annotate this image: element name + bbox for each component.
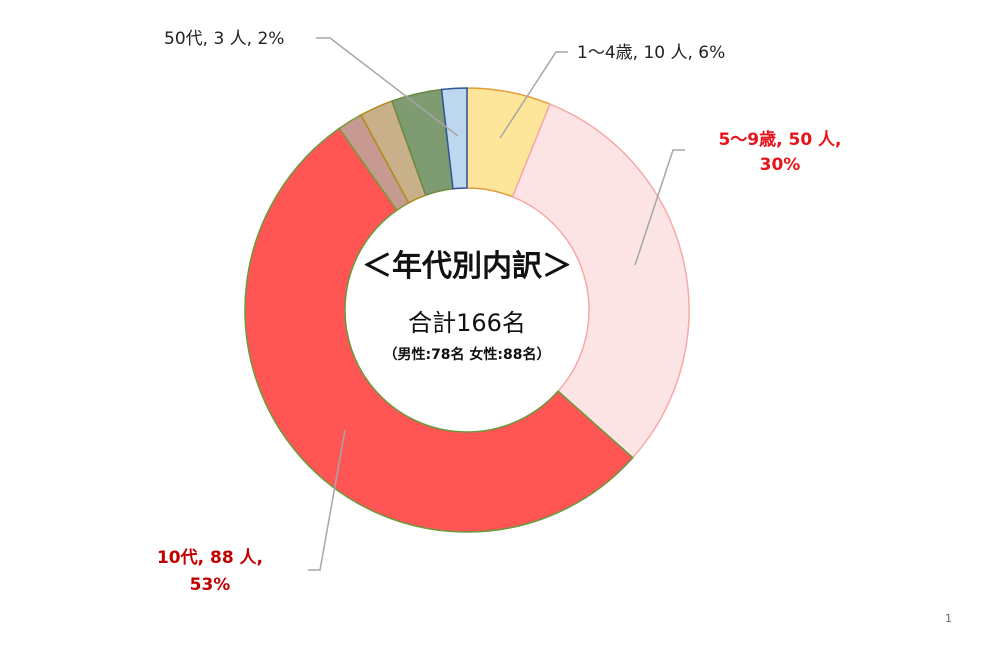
label-10s-line1: 10代, 88 人, [157, 547, 263, 568]
leader-line-10s [308, 429, 346, 571]
slice-s7 [440, 87, 468, 190]
label-1-4: 1～4歳, 10 人, 6% [577, 43, 725, 63]
leader-line-50s [316, 37, 459, 137]
slice-s3 [244, 127, 634, 533]
leader-line-1-4 [499, 51, 568, 139]
label-50s: 50代, 3 人, 2% [164, 29, 284, 49]
leader-lines [308, 37, 685, 571]
page-number: 1 [945, 612, 952, 625]
leader-line-5-9 [634, 149, 685, 266]
chart-title: ＜年代別内訳＞ [362, 249, 572, 284]
donut-slices [244, 87, 690, 533]
label-10s-line2: 53% [190, 575, 231, 595]
label-5-9-line1: 5～9歳, 50 人, [718, 129, 841, 150]
label-5-9-line2: 30% [760, 155, 801, 175]
slice-s2 [511, 103, 690, 459]
gender-breakdown: （男性:78名 女性:88名） [383, 346, 550, 363]
total-label: 合計166名 [408, 309, 526, 337]
